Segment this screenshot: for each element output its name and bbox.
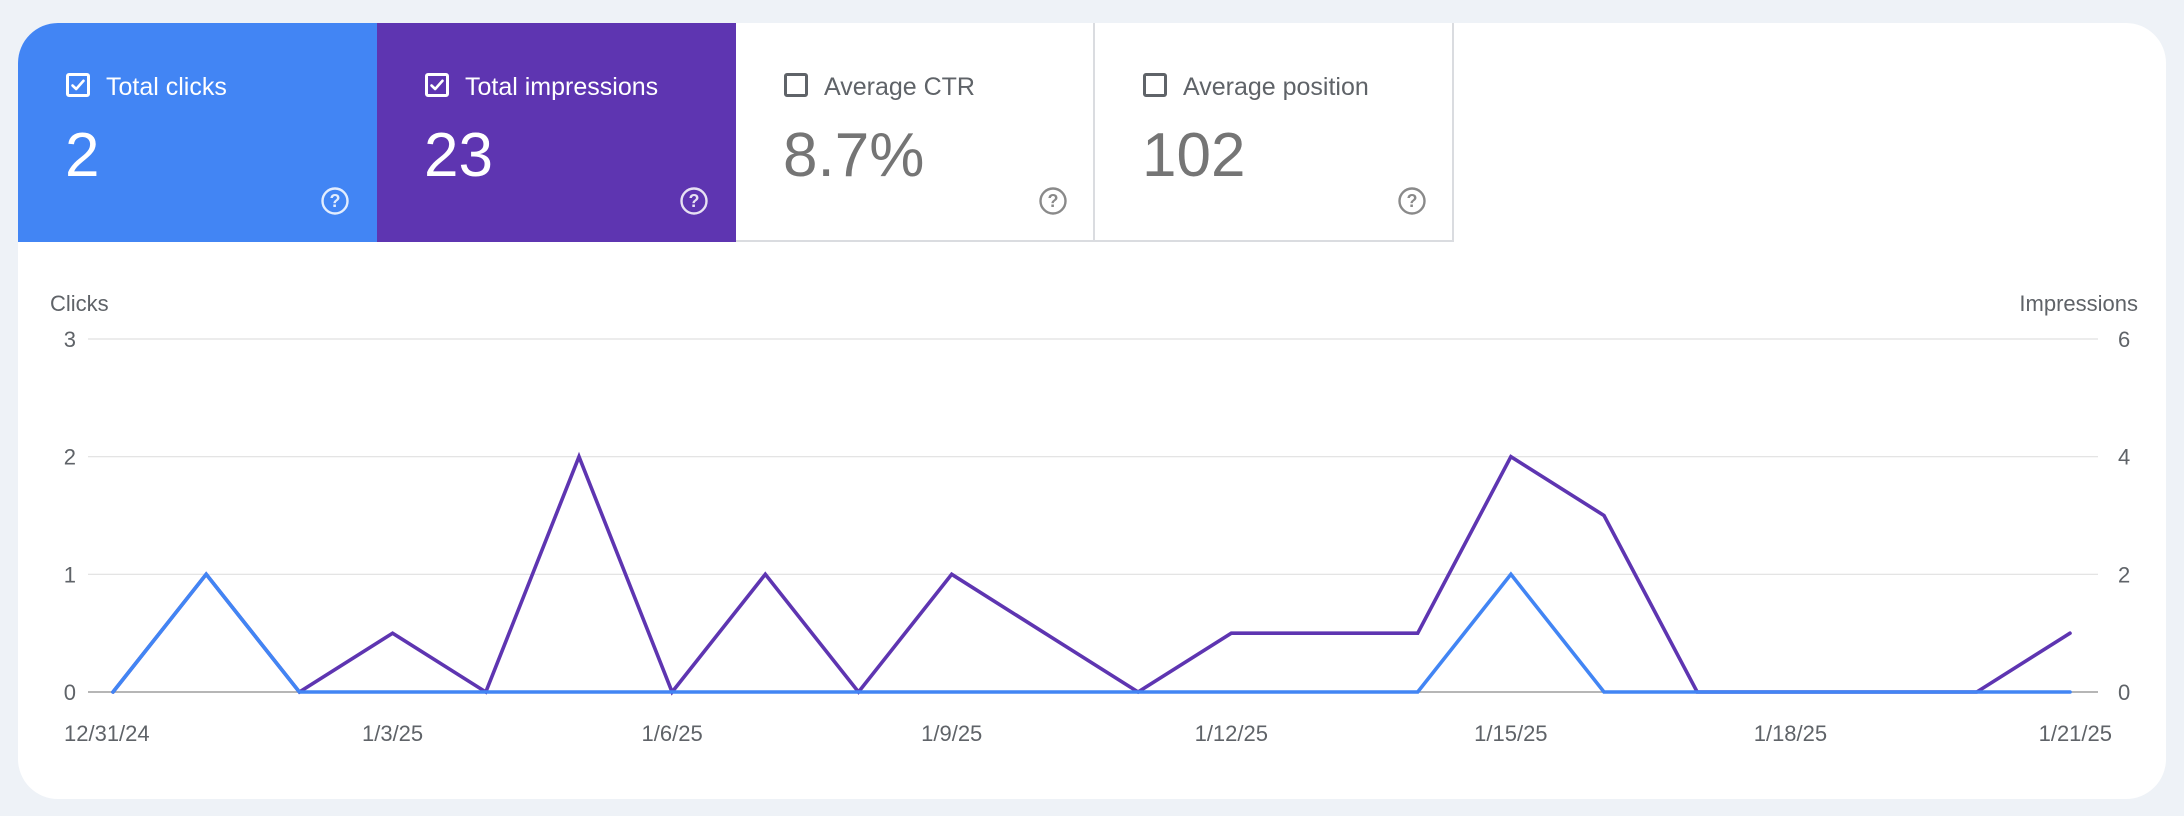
performance-chart: 0 1 2 3 0 2 4 6 12/31/24 1/3/25 1/6/25 1/9/25 1/12/2… xyxy=(64,327,2131,746)
y-tick-left: 0 xyxy=(64,680,76,705)
metric-tile-average-position[interactable]: Average position 102 ? xyxy=(1095,23,1454,242)
question-circle-icon[interactable]: ? xyxy=(1397,186,1427,216)
metric-tiles: Total clicks 2 ? Total impressions 23 ? … xyxy=(18,23,1454,243)
x-tick-label: 1/21/25 xyxy=(2039,721,2112,746)
x-tick-label: 1/15/25 xyxy=(1474,721,1547,746)
svg-text:?: ? xyxy=(689,191,700,211)
y-tick-left: 1 xyxy=(64,562,76,587)
metric-value: 8.7% xyxy=(783,121,925,190)
x-tick-label: 1/18/25 xyxy=(1754,721,1827,746)
checkbox-checked-icon[interactable] xyxy=(425,73,449,97)
question-circle-icon[interactable]: ? xyxy=(320,186,350,216)
checkbox-checked-icon[interactable] xyxy=(66,73,90,97)
performance-card: Total clicks 2 ? Total impressions 23 ? … xyxy=(18,23,2166,799)
metric-value: 2 xyxy=(65,121,100,190)
metric-label: Average position xyxy=(1183,73,1369,101)
svg-text:?: ? xyxy=(1048,191,1059,211)
y-tick-left: 2 xyxy=(64,445,76,470)
x-tick-label: 1/9/25 xyxy=(921,721,982,746)
series-line-clicks xyxy=(111,571,2072,694)
x-tick-label: 12/31/24 xyxy=(64,721,150,746)
y-tick-right: 0 xyxy=(2118,680,2130,705)
y-tick-left: 3 xyxy=(64,327,76,352)
metric-label: Total clicks xyxy=(106,73,227,101)
metric-label: Average CTR xyxy=(824,73,975,101)
question-circle-icon[interactable]: ? xyxy=(1038,186,1068,216)
metric-tile-total-clicks[interactable]: Total clicks 2 ? xyxy=(18,23,377,242)
y-axis-right-title: Impressions xyxy=(2019,291,2138,316)
metric-value: 23 xyxy=(424,121,493,190)
x-tick-label: 1/12/25 xyxy=(1195,721,1268,746)
y-tick-right: 6 xyxy=(2118,327,2130,352)
metric-value: 102 xyxy=(1142,121,1246,190)
question-circle-icon[interactable]: ? xyxy=(679,186,709,216)
checkbox-unchecked-icon[interactable] xyxy=(784,73,808,97)
y-tick-right: 4 xyxy=(2118,445,2130,470)
x-tick-label: 1/6/25 xyxy=(642,721,703,746)
y-axis-left-title: Clicks xyxy=(50,291,109,316)
metric-tile-average-ctr[interactable]: Average CTR 8.7% ? xyxy=(736,23,1095,242)
checkbox-unchecked-icon[interactable] xyxy=(1143,73,1167,97)
y-tick-right: 2 xyxy=(2118,562,2130,587)
svg-text:?: ? xyxy=(1407,191,1418,211)
svg-text:?: ? xyxy=(330,191,341,211)
metric-tile-total-impressions[interactable]: Total impressions 23 ? xyxy=(377,23,736,242)
metric-label: Total impressions xyxy=(465,73,659,101)
x-tick-label: 1/3/25 xyxy=(362,721,423,746)
